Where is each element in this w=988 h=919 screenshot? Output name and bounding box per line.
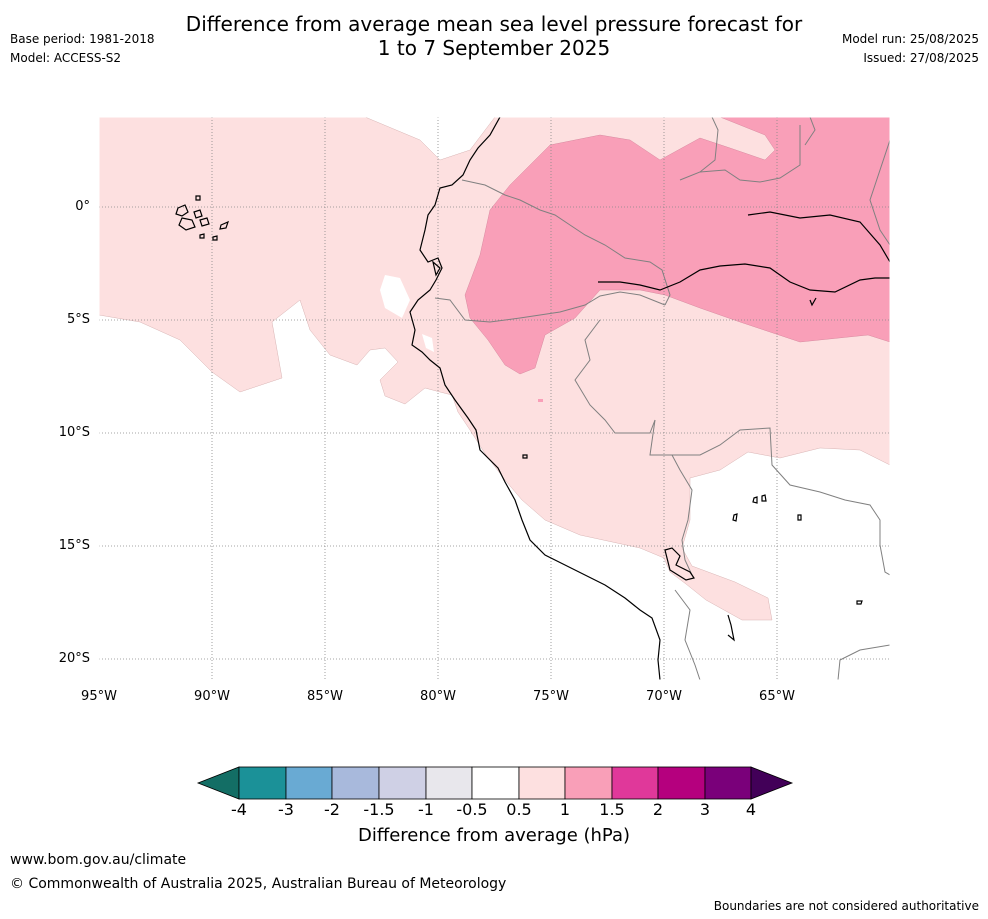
anomaly-region-medium: [464, 117, 890, 375]
colorbar-segment: [611, 766, 659, 800]
base-period: Base period: 1981-2018: [10, 32, 155, 46]
colorbar-tick: 3: [699, 800, 711, 819]
lon-label-70w: 70°W: [646, 689, 682, 704]
colorbar-tick: 1: [559, 800, 571, 819]
colorbar-segment: [704, 766, 752, 800]
colorbar-segment: [425, 766, 473, 800]
colorbar-tick: -4: [231, 800, 247, 819]
lon-label-75w: 75°W: [533, 689, 569, 704]
colorbar-tick: -1: [418, 800, 434, 819]
model-name: Model: ACCESS-S2: [10, 51, 122, 65]
colorbar-over-arrow: [750, 766, 794, 800]
colorbar-segment: [471, 766, 520, 800]
lon-label-80w: 80°W: [420, 689, 456, 704]
lat-label-15s: 15°S: [58, 538, 90, 553]
lat-label-5s: 5°S: [66, 312, 90, 327]
lon-label-65w: 65°W: [759, 689, 795, 704]
country-borders: [434, 117, 890, 680]
colorbar-tick: 2: [652, 800, 664, 819]
lat-label-0: 0°: [75, 199, 90, 214]
issued-date: Issued: 27/08/2025: [863, 51, 979, 65]
lat-label-10s: 10°S: [58, 425, 90, 440]
lon-label-85w: 85°W: [307, 689, 343, 704]
lon-label-95w: 95°W: [81, 689, 117, 704]
lon-label-90w: 90°W: [194, 689, 230, 704]
title-line-2: 1 to 7 September 2025: [377, 36, 611, 60]
colorbar-segment: [564, 766, 613, 800]
disclaimer-text: Boundaries are not considered authoritat…: [713, 899, 979, 913]
colorbar-under-arrow: [196, 766, 240, 800]
colorbar: [196, 766, 794, 800]
colorbar-tick: -0.5: [456, 800, 488, 819]
model-run: Model run: 25/08/2025: [841, 32, 979, 46]
colorbar-tick: -2: [324, 800, 340, 819]
copyright-text: © Commonwealth of Australia 2025, Austra…: [10, 876, 507, 892]
colorbar-tick: -1.5: [363, 800, 395, 819]
colorbar-tick: 1.5: [599, 800, 625, 819]
colorbar-segment: [378, 766, 427, 800]
colorbar-title: Difference from average (hPa): [357, 825, 631, 846]
map-title: Difference from average mean sea level p…: [0, 12, 988, 60]
anomaly-speck: [538, 399, 543, 402]
map-frame: [98, 116, 891, 681]
gridlines: [99, 117, 890, 680]
coastlines: [175, 117, 890, 680]
colorbar-segment: [285, 766, 333, 800]
meta-left: Base period: 1981-2018 Model: ACCESS-S2: [10, 30, 155, 68]
colorbar-tick: 4: [745, 800, 757, 819]
meta-right: Model run: 25/08/2025 Issued: 27/08/2025: [842, 30, 979, 68]
colorbar-segment: [238, 766, 287, 800]
colorbar-segment: [657, 766, 706, 800]
colorbar-segment: [331, 766, 380, 800]
colorbar-tick: -3: [278, 800, 294, 819]
colorbar-tick: 0.5: [506, 800, 532, 819]
website-link[interactable]: www.bom.gov.au/climate: [10, 852, 187, 868]
lat-label-20s: 20°S: [58, 651, 90, 666]
colorbar-segment: [518, 766, 566, 800]
title-line-1: Difference from average mean sea level p…: [185, 12, 803, 36]
